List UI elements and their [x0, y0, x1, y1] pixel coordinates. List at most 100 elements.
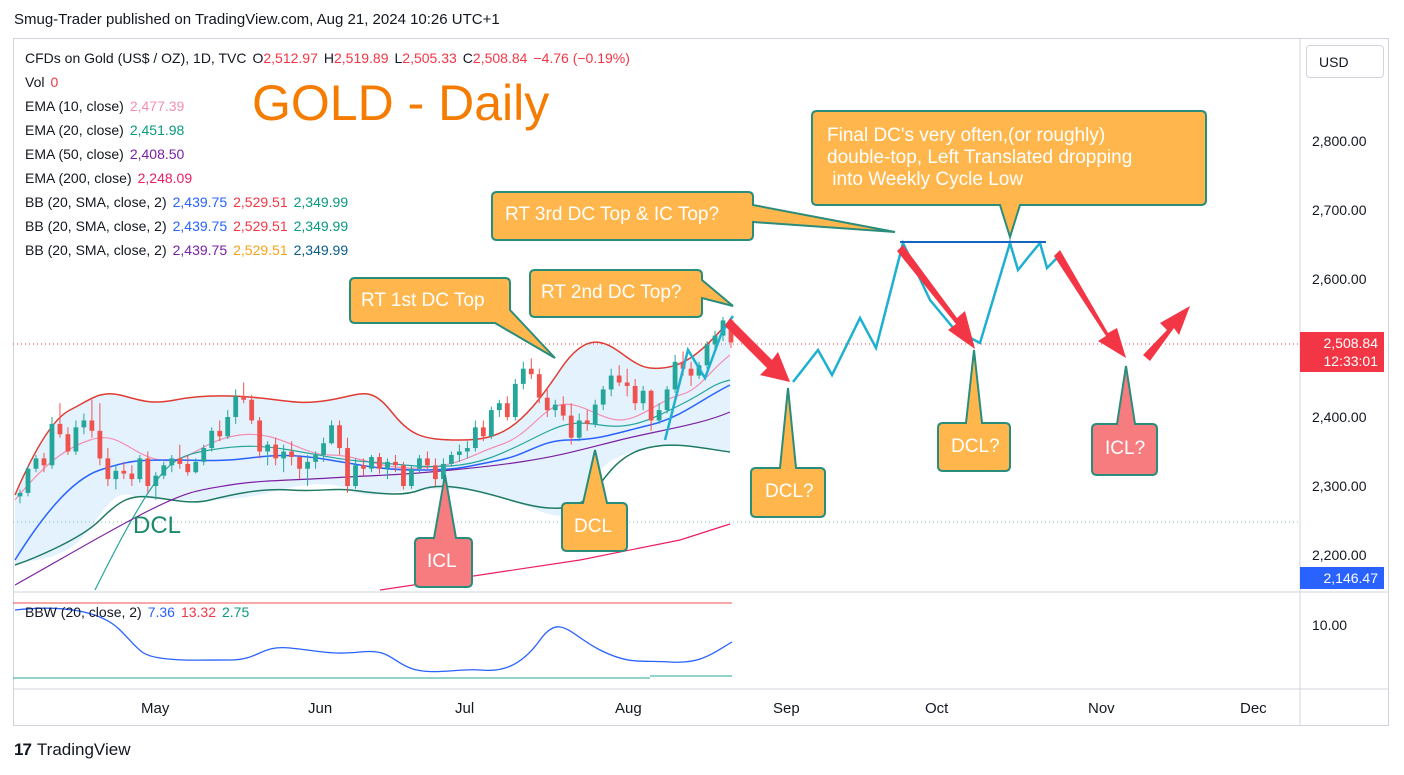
candle-body: [720, 320, 726, 336]
legend-bb2-lower: 2,349.99: [293, 218, 349, 234]
candle-body: [441, 463, 446, 480]
callout-icl-q: [1091, 365, 1158, 476]
legend-close-label: C: [462, 50, 473, 66]
legend-bbw[interactable]: BBW (20, close, 2) 7.36 13.32 2.75: [25, 604, 255, 620]
legend-symbol-line[interactable]: CFDs on Gold (US$ / OZ), 1D, TVC O2,512.9…: [25, 50, 636, 66]
candle-body: [281, 451, 287, 459]
legend-vol[interactable]: Vol 0: [25, 74, 64, 90]
candles: [17, 316, 734, 504]
candle-body: [81, 420, 87, 428]
candle-body: [704, 344, 710, 366]
candle-body: [688, 368, 694, 376]
tradingview-logo[interactable]: 17 TradingView: [14, 740, 130, 760]
candle-body: [273, 444, 279, 459]
current-price-label[interactable]: 2,508.84 12:33:01: [1300, 332, 1384, 372]
candle-body: [512, 383, 518, 417]
legend-bbw-v3: 2.75: [222, 604, 250, 620]
legend-ema20[interactable]: EMA (20, close) 2,451.98: [25, 122, 190, 138]
legend-ema20-label: EMA (20, close): [25, 122, 124, 138]
candle-body: [41, 458, 47, 466]
legend-ema50[interactable]: EMA (50, close) 2,408.50: [25, 146, 190, 162]
legend-bb3-basis: 2,439.75: [172, 242, 228, 258]
candle-body: [49, 423, 55, 466]
chart-frame[interactable]: [13, 38, 1389, 726]
legend-ema10[interactable]: EMA (10, close) 2,477.39: [25, 98, 190, 114]
legend-bb3-upper: 2,529.51: [233, 242, 288, 258]
callout-icl-box-text: ICL: [427, 551, 457, 572]
candle-body: [576, 420, 582, 438]
chart-title: GOLD - Daily: [252, 75, 550, 131]
legend-ema10-label: EMA (10, close): [25, 98, 124, 114]
low-price-label[interactable]: 2,146.47: [1300, 567, 1384, 589]
candle-body: [600, 389, 606, 405]
price-tick-2400: 2,400.00: [1312, 409, 1367, 425]
candle-body: [448, 454, 454, 464]
legend-bb1[interactable]: BB (20, SMA, close, 2) 2,439.75 2,529.51 2,…: [25, 194, 354, 210]
legend-vol-value: 0: [50, 74, 59, 90]
legend-bb1-label: BB (20, SMA, close, 2): [25, 194, 167, 210]
published-line: Smug-Trader published on TradingView.com…: [14, 11, 500, 28]
candle-body: [608, 375, 614, 390]
candle-body: [409, 468, 414, 486]
candle-body: [249, 399, 255, 421]
currency-button[interactable]: USD: [1306, 45, 1384, 78]
candle-body: [65, 434, 71, 452]
legend-symbol: CFDs on Gold (US$ / OZ), 1D, TVC: [25, 50, 247, 66]
tradingview-logo-text: TradingView: [36, 740, 131, 759]
candle-body: [592, 404, 598, 424]
legend-low: 2,505.33: [402, 50, 457, 66]
price-tick-2200: 2,200.00: [1312, 547, 1367, 563]
legend-bb3[interactable]: BB (20, SMA, close, 2) 2,439.75 2,529.51 2,…: [25, 242, 354, 258]
bbw-tick-10: 10.00: [1312, 617, 1348, 633]
candle-body: [129, 473, 135, 480]
callout-shapes: [349, 110, 1207, 588]
tradingview-logo-mark: 17: [14, 740, 32, 759]
candle-body: [536, 374, 542, 398]
callout-dcl-q1-text: DCL?: [765, 481, 814, 502]
forecast-path: [792, 238, 1061, 383]
candle-body: [241, 396, 247, 400]
arrow-down-2: [897, 245, 975, 349]
candle-body: [353, 465, 358, 486]
callout-dcl-box: [561, 449, 628, 552]
legend-bb1-upper: 2,529.51: [233, 194, 288, 210]
bb-upper-line: [14, 319, 731, 496]
dcl-green-label: DCL: [133, 512, 182, 539]
candle-body: [233, 396, 239, 417]
candle-body: [257, 420, 263, 452]
legend-high: 2,519.89: [333, 50, 389, 66]
legend-ema200[interactable]: EMA (200, close) 2,248.09: [25, 170, 198, 186]
candle-body: [169, 458, 175, 466]
time-tick-nov: Nov: [1088, 700, 1115, 717]
candle-body: [89, 420, 95, 431]
countdown-value: 12:33:01: [1323, 353, 1379, 369]
candle-body: [369, 457, 374, 469]
callout-rt1-text: RT 1st DC Top: [361, 290, 485, 311]
legend-bb2-label: BB (20, SMA, close, 2): [25, 218, 167, 234]
bb-fill: [15, 320, 730, 565]
price-tick-2700: 2,700.00: [1312, 202, 1367, 218]
candle-body: [345, 448, 350, 486]
candle-body: [640, 390, 646, 404]
candle-body: [385, 461, 390, 469]
callout-rt2: [529, 269, 734, 318]
candle-body: [456, 451, 462, 455]
bb-lower-line: [14, 444, 731, 566]
candle-body: [113, 470, 119, 480]
candle-body: [552, 404, 558, 411]
time-tick-oct: Oct: [925, 700, 949, 717]
red-arrows: [725, 245, 1190, 382]
candle-body: [305, 461, 310, 469]
candle-body: [137, 458, 143, 480]
candle-body: [201, 448, 207, 462]
legend-ema200-value: 2,248.09: [137, 170, 193, 186]
candle-body: [25, 468, 31, 493]
candle-body: [624, 382, 630, 386]
legend-bb2[interactable]: BB (20, SMA, close, 2) 2,439.75 2,529.51 2,…: [25, 218, 354, 234]
ema20-line: [94, 379, 731, 591]
candle-body: [329, 425, 334, 444]
candle-body: [664, 389, 670, 411]
arrow-down-3: [1054, 250, 1126, 358]
legend-bb1-basis: 2,439.75: [172, 194, 228, 210]
